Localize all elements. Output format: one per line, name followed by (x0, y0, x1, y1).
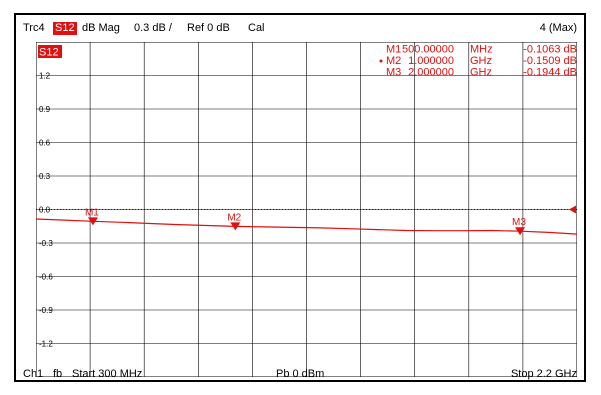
marker-m2-icon (230, 222, 241, 231)
y-tick-label: -0.3 (39, 239, 53, 248)
marker-table-m3-freq: 2.000000 (408, 67, 454, 79)
y-tick-label: 1.2 (39, 72, 51, 81)
marker-table-m2-value: -0.1509 dB (523, 55, 577, 67)
trace-line (36, 218, 577, 235)
marker-m1-icon (87, 217, 98, 226)
marker-table-m2-unit: GHz (470, 55, 492, 67)
y-tick-labels: 1.2 0.9 0.6 0.3 0.0 -0.3 -0.6 -0.9 -1.2 (39, 72, 53, 349)
ref-level-triangle-icon (569, 205, 576, 214)
marker-table-m2-name: M2 (386, 55, 401, 67)
channel-count: 4 (Max) (539, 22, 577, 34)
marker-table-m1-unit: MHz (470, 44, 493, 56)
power-level[interactable]: Pb 0 dBm (276, 368, 325, 380)
marker-m1-label: M1 (85, 207, 99, 218)
marker-layer: M1 M2 M3 (85, 207, 526, 236)
fb-label: fb (53, 368, 63, 380)
start-frequency[interactable]: Start 300 MHz (72, 368, 143, 380)
marker-m2-label: M2 (227, 212, 241, 223)
marker-table-m1-value: -0.1063 dB (523, 44, 577, 56)
marker-table-m1-freq: 500.00000 (402, 44, 454, 56)
channel-label: Ch1 (23, 368, 44, 380)
format-label[interactable]: dB Mag (82, 22, 120, 34)
marker-m3-label: M3 (512, 217, 526, 228)
marker-table: M1 500.00000 MHz -0.1063 dB M2 1.000000 … (379, 44, 577, 79)
marker-active-dot (379, 59, 383, 63)
y-tick-label: -0.6 (39, 273, 53, 282)
reference-level-marker[interactable] (569, 205, 576, 214)
marker-m3-icon (515, 227, 526, 236)
trace-badge[interactable]: S12 (39, 47, 59, 59)
marker-table-m3-unit: GHz (470, 67, 492, 79)
scale-label[interactable]: 0.3 dB / (134, 22, 172, 34)
cal-label: Cal (248, 22, 265, 34)
stop-frequency[interactable]: Stop 2.2 GHz (510, 368, 577, 380)
ref-label[interactable]: Ref 0 dB (187, 22, 230, 34)
y-tick-label: 0.3 (39, 172, 51, 181)
marker-table-m1-name: M1 (386, 44, 401, 56)
marker-table-m3-name: M3 (386, 67, 401, 79)
y-tick-label: -0.9 (39, 306, 53, 315)
y-tick-label: 0.0 (39, 206, 51, 215)
marker-table-m2-freq: 1.000000 (408, 55, 454, 67)
trace-badge-bg (38, 45, 62, 58)
trace-name: Trc4 (23, 22, 45, 34)
param-badge[interactable]: S12 (53, 22, 77, 35)
plot-area[interactable]: 1.20.90.60.30.0-0.3-0.6-0.9-1.2 M1 M2 M3 S… (36, 42, 577, 377)
y-tick-label: -1.2 (39, 340, 53, 349)
y-tick-label: 0.9 (39, 105, 51, 114)
analyzer-display: Trc4 S12 dB Mag 0.3 dB / Ref 0 dB Cal 4 … (14, 13, 586, 382)
y-tick-label: 0.6 (39, 139, 51, 148)
marker-table-m3-value: -0.1944 dB (523, 67, 577, 79)
